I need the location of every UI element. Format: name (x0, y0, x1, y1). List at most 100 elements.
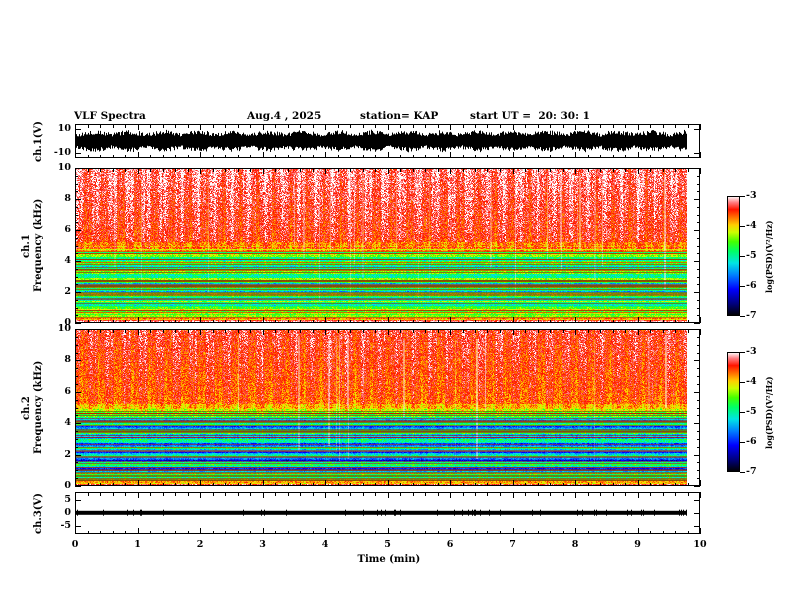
y-minor-tick (697, 368, 700, 369)
x-tick (400, 492, 401, 496)
x-tick (613, 329, 614, 333)
x-tick (150, 319, 151, 323)
colorbar-tick (740, 352, 745, 353)
x-tick (513, 152, 514, 158)
x-tick (125, 329, 126, 333)
y-minor-tick (697, 384, 700, 385)
x-tick (513, 124, 514, 130)
x-tick-label: 10 (693, 539, 707, 550)
x-tick (538, 168, 539, 172)
ch2-spectrogram-tick-label: 8 (64, 354, 71, 365)
y-minor-tick (697, 284, 700, 285)
x-tick (263, 480, 264, 486)
x-tick (375, 492, 376, 496)
x-tick (675, 154, 676, 158)
y-minor-tick (75, 400, 78, 401)
ch1-spectrogram-tick-label: 0 (64, 317, 71, 328)
x-tick (438, 124, 439, 128)
x-tick (663, 530, 664, 534)
ch2-spectrogram-tick-label: 6 (64, 386, 71, 397)
x-tick (350, 168, 351, 172)
y-minor-tick (697, 439, 700, 440)
x-tick (75, 480, 76, 486)
x-tick (588, 482, 589, 486)
x-tick (363, 319, 364, 323)
x-tick (75, 329, 76, 335)
x-tick (263, 168, 264, 174)
y-tick (75, 423, 81, 424)
x-tick (575, 492, 576, 498)
x-tick (588, 124, 589, 128)
x-tick (513, 329, 514, 335)
x-tick (663, 154, 664, 158)
x-tick (175, 319, 176, 323)
x-tick (438, 168, 439, 172)
x-tick (613, 154, 614, 158)
x-tick (675, 319, 676, 323)
x-tick (625, 530, 626, 534)
y-minor-tick (75, 439, 78, 440)
x-tick (100, 154, 101, 158)
x-tick (113, 319, 114, 323)
colorbar-tick (740, 286, 745, 287)
ch1-spectrogram-tick-label: 6 (64, 224, 71, 235)
x-tick (413, 530, 414, 534)
x-tick (200, 492, 201, 498)
x-tick (413, 329, 414, 333)
x-tick (363, 530, 364, 534)
colorbar-tick (740, 196, 745, 197)
x-tick (675, 124, 676, 128)
x-tick (563, 482, 564, 486)
x-tick (113, 124, 114, 128)
x-tick (338, 319, 339, 323)
y-minor-tick (697, 447, 700, 448)
y-minor-tick (697, 176, 700, 177)
colorbar-tick (740, 382, 745, 383)
x-tick (688, 168, 689, 172)
x-tick (350, 530, 351, 534)
x-tick (338, 124, 339, 128)
x-tick (388, 492, 389, 498)
x-tick-label: 0 (71, 539, 79, 550)
x-tick (350, 124, 351, 128)
x-tick (100, 329, 101, 333)
y-minor-tick (75, 238, 78, 239)
x-tick (625, 168, 626, 172)
x-tick (563, 154, 564, 158)
x-tick (138, 528, 139, 534)
x-tick (375, 154, 376, 158)
x-tick (500, 482, 501, 486)
y-tick (75, 129, 81, 130)
x-tick (325, 480, 326, 486)
x-tick (413, 168, 414, 172)
x-tick (325, 124, 326, 130)
x-tick (163, 319, 164, 323)
x-tick (400, 124, 401, 128)
x-tick (463, 124, 464, 128)
x-tick (638, 317, 639, 323)
figure-start-ut: start UT = 20: 30: 1 (470, 110, 590, 122)
ch1-spectrogram-tick-label: 4 (64, 255, 71, 266)
y-minor-tick (697, 376, 700, 377)
x-tick (638, 124, 639, 130)
ch1-waveform-tick-label: 10 (57, 123, 71, 134)
x-tick (688, 124, 689, 128)
x-tick (550, 124, 551, 128)
y-minor-tick (697, 253, 700, 254)
x-tick (688, 319, 689, 323)
x-tick (413, 482, 414, 486)
y-minor-tick (75, 284, 78, 285)
x-tick (238, 492, 239, 496)
x-tick (600, 168, 601, 172)
x-tick (700, 329, 701, 335)
x-tick (400, 168, 401, 172)
y-tick (75, 292, 81, 293)
x-tick (588, 168, 589, 172)
x-tick (363, 329, 364, 333)
x-tick (675, 530, 676, 534)
x-tick (125, 492, 126, 496)
y-tick (694, 168, 700, 169)
x-tick (525, 482, 526, 486)
x-tick (275, 482, 276, 486)
x-tick (238, 168, 239, 172)
